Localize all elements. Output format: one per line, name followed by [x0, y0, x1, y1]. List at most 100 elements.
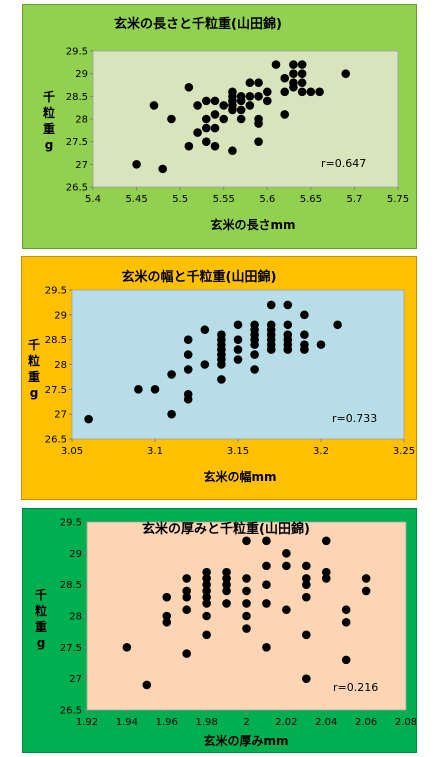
data-point	[341, 69, 351, 78]
data-point	[162, 611, 172, 621]
x-tick-label: 2.08	[395, 717, 416, 728]
data-point	[321, 536, 331, 546]
data-point	[321, 574, 331, 583]
data-point	[300, 345, 309, 354]
data-point	[167, 409, 176, 419]
data-point	[282, 605, 291, 615]
data-point	[233, 320, 243, 330]
data-point	[142, 680, 152, 690]
data-point	[182, 592, 191, 602]
y-tick-label: 26.5	[45, 435, 67, 446]
data-point	[222, 574, 231, 583]
data-point	[262, 87, 272, 97]
data-point	[306, 87, 316, 97]
data-point	[262, 643, 271, 652]
data-point	[266, 300, 276, 310]
x-tick-label: 3.05	[61, 446, 83, 457]
data-point	[242, 586, 251, 596]
y-tick-label: 27	[75, 160, 88, 171]
data-point	[242, 599, 251, 608]
data-point	[202, 567, 211, 577]
data-point	[283, 300, 293, 310]
data-point	[233, 355, 243, 364]
data-point	[297, 69, 307, 78]
y-tick-label: 28	[54, 360, 67, 371]
data-point	[183, 350, 193, 359]
x-tick-label: 1.94	[116, 717, 138, 728]
x-tick-label: 3.2	[313, 446, 329, 457]
data-point	[201, 137, 211, 146]
x-tick-label: 3.15	[227, 446, 249, 457]
data-point	[280, 110, 290, 119]
y-tick-label: 29.5	[60, 518, 82, 529]
data-point	[283, 345, 293, 354]
data-point	[300, 330, 309, 339]
data-point	[84, 414, 93, 424]
data-point	[289, 82, 298, 92]
chart-panel-width: 26.5 27 27.5 28 28.5 29 29.5 3.05 3.1 3.15 3.2 3.25…	[21, 256, 417, 500]
data-point	[282, 561, 291, 571]
data-point	[202, 580, 211, 589]
data-point	[233, 345, 243, 354]
data-point	[297, 60, 307, 69]
x-tick-label: 5.6	[259, 194, 275, 205]
data-point	[233, 335, 243, 344]
data-point	[182, 574, 191, 583]
data-point	[271, 60, 281, 69]
data-point	[262, 561, 271, 571]
data-point	[202, 586, 211, 596]
data-point	[200, 325, 210, 335]
data-point	[210, 96, 220, 106]
y-tick-label: 27.5	[45, 385, 67, 396]
data-point	[282, 549, 291, 558]
y-tick-label: 27	[54, 410, 67, 421]
chart-title: 玄米の厚みと千粒重(山田錦)	[142, 521, 310, 537]
y-tick-label: 26.5	[60, 706, 82, 717]
data-point	[210, 123, 220, 133]
x-tick-label: 2	[243, 717, 249, 728]
data-point	[219, 114, 229, 124]
data-point	[361, 574, 371, 583]
data-point	[182, 605, 191, 615]
data-point	[202, 611, 211, 621]
x-tick-label: 1.92	[76, 717, 98, 728]
data-point	[341, 605, 351, 615]
x-tick-label: 2.06	[355, 717, 377, 728]
data-point	[283, 320, 293, 330]
data-point	[210, 110, 220, 119]
data-point	[193, 101, 202, 110]
x-tick-label: 3.1	[147, 446, 163, 457]
data-point	[361, 586, 371, 596]
data-point	[302, 592, 311, 602]
y-tick-label: 28.5	[66, 92, 88, 103]
data-point	[217, 360, 226, 369]
data-point	[250, 365, 259, 374]
data-point	[321, 567, 331, 577]
x-tick-label: 5.4	[85, 194, 101, 205]
data-point	[134, 385, 143, 394]
data-point	[302, 674, 311, 683]
y-tick-label: 27.5	[66, 137, 88, 148]
data-point	[250, 350, 259, 359]
x-tick-label: 5.7	[346, 194, 362, 205]
y-tick-label: 27.5	[60, 643, 82, 654]
chart-title: 玄米の幅と千粒重(山田錦)	[122, 269, 277, 285]
y-tick-label: 29	[54, 310, 67, 321]
data-point	[201, 114, 211, 124]
data-point	[262, 580, 271, 589]
data-point	[184, 82, 194, 92]
data-point	[289, 60, 298, 69]
data-point	[302, 630, 311, 640]
data-point	[167, 370, 176, 379]
correlation-label: r=0.216	[333, 681, 378, 694]
data-point	[183, 394, 193, 404]
data-point	[236, 114, 246, 124]
chart-width: 26.5 27 27.5 28 28.5 29 29.5 3.05 3.1 3.15 3.2 3.25…	[22, 257, 416, 499]
x-axis-label: 玄米の幅mm	[203, 469, 276, 484]
data-point	[262, 536, 271, 546]
data-point	[202, 599, 211, 608]
y-axis-label: 千粒重 g	[43, 89, 55, 152]
x-axis-label: 玄米の長さmm	[210, 217, 295, 232]
data-point	[228, 105, 237, 115]
